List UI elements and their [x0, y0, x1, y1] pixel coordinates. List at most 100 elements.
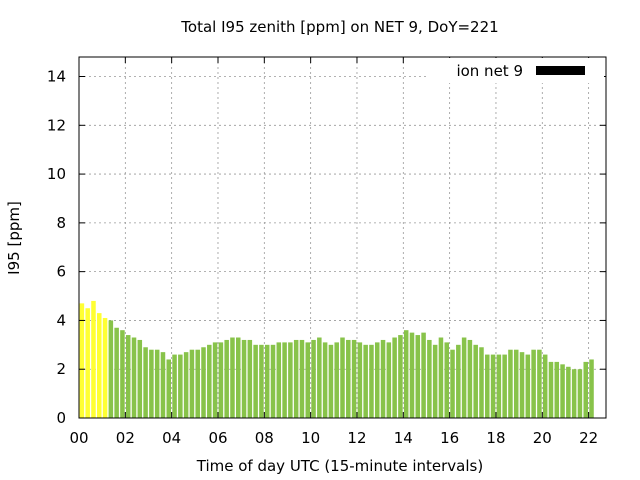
- bar: [288, 342, 293, 418]
- bar: [160, 352, 166, 418]
- bar: [473, 344, 478, 418]
- y-tick-label: 8: [56, 214, 66, 232]
- bar: [218, 342, 224, 418]
- bar: [282, 342, 287, 418]
- bar: [97, 313, 102, 418]
- bar: [259, 344, 264, 418]
- x-tick-label: 18: [486, 429, 505, 447]
- bar: [102, 317, 108, 418]
- bar: [403, 330, 409, 418]
- bar: [427, 339, 432, 418]
- x-tick-label: 12: [347, 429, 366, 447]
- bar: [490, 354, 496, 418]
- bar: [195, 349, 200, 418]
- bar: [125, 335, 131, 418]
- bar: [131, 337, 137, 418]
- bar: [392, 337, 397, 418]
- bar: [235, 337, 241, 418]
- x-tick-label: 08: [255, 429, 274, 447]
- bar: [189, 349, 195, 418]
- bar: [311, 339, 316, 418]
- x-tick-label: 14: [394, 429, 413, 447]
- bar: [363, 344, 368, 418]
- bar: [334, 342, 339, 418]
- bar: [542, 354, 548, 418]
- bar: [322, 342, 328, 418]
- bar: [305, 342, 311, 418]
- bar: [398, 335, 403, 418]
- legend-label: ion net 9: [456, 62, 523, 80]
- bar: [432, 344, 438, 418]
- bar: [513, 349, 519, 418]
- bar: [479, 347, 484, 418]
- bar: [317, 337, 322, 418]
- bar: [241, 339, 247, 418]
- bar: [276, 342, 282, 418]
- bar: [548, 361, 554, 418]
- bar: [531, 349, 536, 418]
- bar: [519, 352, 525, 418]
- chart-title: Total I95 zenith [ppm] on NET 9, DoY=221: [180, 18, 498, 36]
- bar: [438, 337, 444, 418]
- bar: [270, 344, 276, 418]
- bar: [166, 359, 172, 418]
- bar: [172, 354, 177, 418]
- bar: [496, 354, 502, 418]
- bar: [583, 361, 588, 418]
- bar: [154, 349, 160, 418]
- y-tick-label: 6: [56, 263, 66, 281]
- y-tick-label: 4: [56, 311, 66, 329]
- bar: [351, 339, 357, 418]
- bar: [461, 337, 467, 418]
- bar: [560, 364, 565, 418]
- bar: [415, 335, 421, 418]
- bar: [566, 366, 571, 418]
- bar: [207, 344, 212, 418]
- x-tick-label: 20: [533, 429, 552, 447]
- x-axis-label: Time of day UTC (15-minute intervals): [196, 457, 483, 475]
- bar: [149, 349, 154, 418]
- bar: [409, 332, 415, 418]
- bar: [357, 342, 363, 418]
- bar: [485, 354, 490, 418]
- bar: [178, 354, 183, 418]
- bar: [456, 344, 461, 418]
- y-tick-label: 12: [47, 116, 66, 134]
- bar: [589, 359, 594, 418]
- bar: [374, 342, 380, 418]
- x-tick-label: 16: [440, 429, 459, 447]
- grid: [79, 57, 606, 418]
- bar: [230, 337, 235, 418]
- bar: [525, 354, 531, 418]
- x-tick-label: 04: [162, 429, 181, 447]
- bar: [299, 339, 305, 418]
- y-tick-label: 0: [56, 409, 66, 427]
- bar: [386, 342, 392, 418]
- bar: [537, 349, 542, 418]
- bar: [264, 344, 270, 418]
- bar: [85, 308, 90, 418]
- bar: [114, 327, 119, 418]
- bar: [143, 347, 148, 418]
- bar: [467, 339, 473, 418]
- bar: [328, 344, 334, 418]
- bar: [120, 330, 125, 418]
- bar: [380, 339, 386, 418]
- bar: [554, 361, 560, 418]
- bar: [508, 349, 513, 418]
- x-tick-label: 22: [579, 429, 598, 447]
- y-axis-label: I95 [ppm]: [5, 201, 23, 275]
- plot-frame: [78, 56, 607, 419]
- bar: [108, 320, 114, 418]
- bar: [137, 339, 143, 418]
- bar: [201, 347, 206, 418]
- bar: [502, 354, 507, 418]
- bar: [369, 344, 374, 418]
- bar: [253, 344, 258, 418]
- y-tick-label: 10: [47, 165, 66, 183]
- bar: [571, 369, 577, 418]
- bar: [577, 369, 583, 418]
- legend-swatch: [536, 66, 585, 75]
